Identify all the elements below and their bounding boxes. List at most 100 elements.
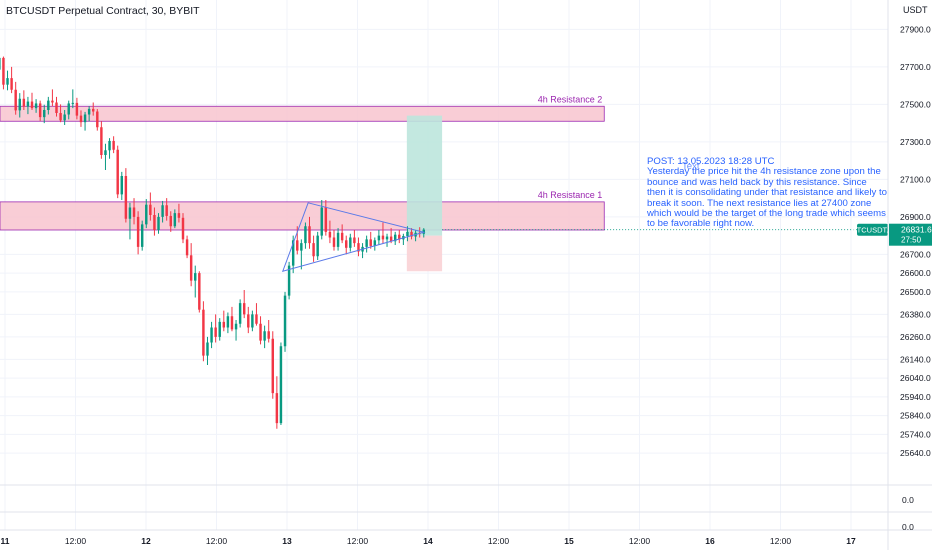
candle-body — [393, 234, 397, 242]
candle — [38, 100, 42, 121]
candle — [369, 231, 372, 249]
candle — [149, 192, 152, 221]
candle-body — [30, 101, 34, 109]
candle-body — [22, 98, 26, 107]
candle-body — [59, 113, 62, 121]
candle — [75, 97, 79, 120]
position-stop-zone — [406, 235, 443, 272]
candle-body — [291, 240, 295, 266]
triangle-pattern[interactable] — [281, 202, 426, 272]
candle — [222, 310, 226, 332]
candle — [349, 233, 352, 252]
candle-body — [18, 98, 21, 111]
candle-body — [234, 323, 238, 330]
candle-body — [116, 149, 119, 195]
y-tick-label: 25840.0 — [900, 411, 931, 421]
candle — [132, 198, 136, 225]
candle-body — [108, 140, 111, 151]
y-tick-label: 26140.0 — [900, 354, 931, 364]
candle-body — [275, 393, 279, 424]
candle-body — [198, 273, 201, 310]
candle-body — [2, 57, 5, 85]
candle — [124, 168, 128, 223]
candlestick-series — [0, 56, 425, 429]
candle-body — [128, 207, 132, 219]
candle — [51, 89, 54, 107]
candle — [345, 235, 348, 255]
candle-body — [34, 103, 38, 109]
candle — [242, 290, 246, 319]
candle — [247, 306, 250, 334]
candle — [402, 233, 405, 245]
candle — [91, 102, 95, 116]
candle — [145, 199, 148, 229]
candle — [96, 109, 99, 131]
candle-body — [206, 342, 209, 356]
candle — [108, 138, 111, 159]
candle-body — [38, 103, 42, 118]
candle-body — [353, 237, 356, 244]
last-price-box — [889, 223, 932, 246]
candle — [83, 111, 87, 131]
candle — [79, 110, 83, 127]
candle — [238, 299, 242, 328]
candle — [30, 92, 34, 110]
candle-body — [365, 239, 368, 247]
candle — [279, 342, 283, 425]
y-tick-label: 25740.0 — [900, 429, 931, 439]
y-tick-label: 25940.0 — [900, 392, 931, 402]
candle — [230, 306, 234, 332]
candle-body — [47, 100, 50, 110]
candle-body — [242, 303, 246, 315]
candle — [157, 213, 160, 234]
candle — [381, 222, 385, 244]
candle-body — [222, 321, 226, 328]
x-tick-label: 12:00 — [488, 536, 510, 546]
y-tick-label: 25640.0 — [900, 448, 931, 458]
candle — [328, 220, 332, 244]
candle — [47, 96, 50, 115]
candle-body — [251, 314, 254, 328]
candle — [67, 100, 70, 120]
candle-body — [398, 234, 401, 240]
candle-body — [75, 102, 79, 116]
candle — [104, 143, 107, 170]
candle — [185, 235, 189, 259]
candle — [173, 209, 177, 229]
candle — [194, 265, 197, 298]
y-tick-label: 26260.0 — [900, 332, 931, 342]
candle — [14, 81, 17, 115]
y-tick-label: 26600.0 — [900, 268, 931, 278]
candle-body — [120, 176, 124, 195]
resistance-zone-label: 4h Resistance 2 — [538, 94, 603, 104]
x-tick-label: 17 — [846, 536, 856, 546]
candle-body — [161, 205, 164, 217]
candle-body — [238, 303, 242, 324]
candle — [283, 291, 287, 352]
long-position-tool[interactable] — [406, 115, 443, 272]
candle-body — [136, 216, 140, 247]
candle — [198, 271, 201, 313]
y-tick-label: 27100.0 — [900, 174, 931, 184]
candle-body — [385, 236, 389, 240]
candle-body — [422, 229, 425, 234]
candle-body — [185, 239, 189, 256]
candle-body — [308, 226, 311, 244]
candle-body — [267, 331, 270, 339]
y-tick-label: 27300.0 — [900, 137, 931, 147]
x-tick-label: 15 — [564, 536, 574, 546]
candle — [202, 301, 205, 362]
candle-body — [316, 235, 319, 257]
candle-body — [328, 231, 332, 238]
candle-body — [247, 314, 250, 328]
candle-body — [283, 295, 287, 347]
y-tick-label: 26700.0 — [900, 249, 931, 259]
candle-body — [389, 236, 393, 242]
candle-body — [63, 114, 66, 121]
analysis-note[interactable]: POST: 13.05.2023 18:28 UTC Yesterday the… — [647, 156, 887, 230]
candle-body — [67, 103, 70, 115]
symbol-label: BTCUSDT.P — [852, 226, 894, 235]
y-tick-label: 26900.0 — [900, 212, 931, 222]
